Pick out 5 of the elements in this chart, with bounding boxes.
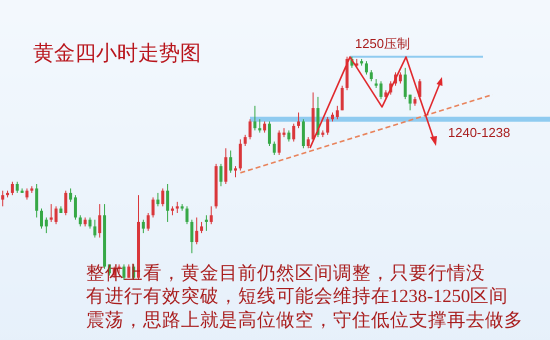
text: 有进行有效突破，短线可能会维持在1238-1250区间 xyxy=(86,285,508,307)
chart-title: 黄金四小时走势图 xyxy=(33,41,201,65)
text: 震荡，思路上就是高位做空，守住低位支撑再去做多 xyxy=(86,309,523,331)
annotation: 1240-1238 xyxy=(448,125,510,140)
text: 1250压制 xyxy=(355,36,410,51)
